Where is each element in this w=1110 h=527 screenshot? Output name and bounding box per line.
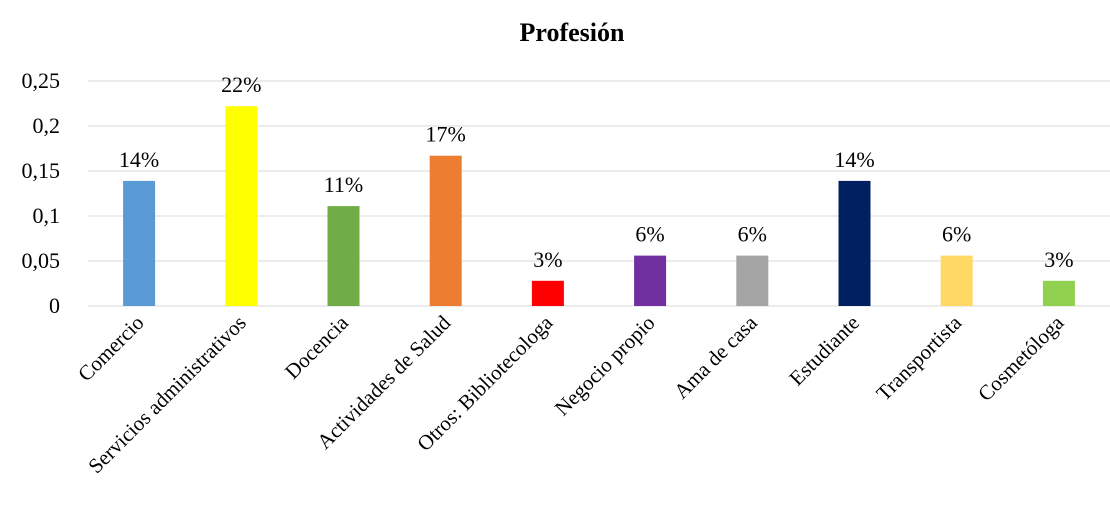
x-tick-label: Comercio (73, 311, 149, 387)
x-tick-label: Negocio propio (550, 311, 660, 421)
data-label: 6% (738, 222, 767, 247)
data-label: 6% (635, 222, 664, 247)
y-tick-label: 0,05 (22, 248, 61, 273)
y-tick-label: 0,25 (22, 68, 61, 93)
bar-9 (940, 255, 973, 306)
data-label: 14% (119, 147, 159, 172)
bar-8 (838, 180, 871, 306)
bars (123, 106, 1075, 306)
x-tick-label: Estudiante (784, 311, 864, 391)
gridlines (88, 80, 1110, 307)
x-tick-label: Cosmetóloga (973, 310, 1069, 406)
x-tick-label: Docencia (280, 310, 354, 384)
y-tick-label: 0,15 (22, 158, 61, 183)
data-labels: 14% 22% 11% 17% 3% 6% 6% 14% 6% 3% (119, 72, 1074, 272)
bar-4 (429, 155, 462, 306)
chart-title: Profesión (520, 18, 625, 47)
y-tick-label: 0,2 (33, 113, 61, 138)
bar-5 (531, 280, 564, 306)
bar-10 (1042, 280, 1075, 306)
y-axis-ticks: 0 0,05 0,1 0,15 0,2 0,25 (22, 68, 61, 318)
bar-1 (123, 180, 156, 306)
y-tick-label: 0,1 (33, 203, 61, 228)
data-label: 14% (834, 147, 874, 172)
bar-6 (634, 255, 667, 306)
bar-7 (736, 255, 769, 306)
bar-3 (327, 206, 360, 306)
data-label: 17% (426, 122, 466, 147)
y-tick-label: 0 (49, 293, 60, 318)
bar-2 (225, 106, 258, 306)
data-label: 3% (533, 247, 562, 272)
x-tick-label: Transportista (871, 310, 966, 405)
data-label: 3% (1044, 247, 1073, 272)
data-label: 22% (221, 72, 261, 97)
x-tick-label: Ama de casa (669, 310, 762, 403)
data-label: 6% (942, 222, 971, 247)
data-label: 11% (324, 172, 364, 197)
